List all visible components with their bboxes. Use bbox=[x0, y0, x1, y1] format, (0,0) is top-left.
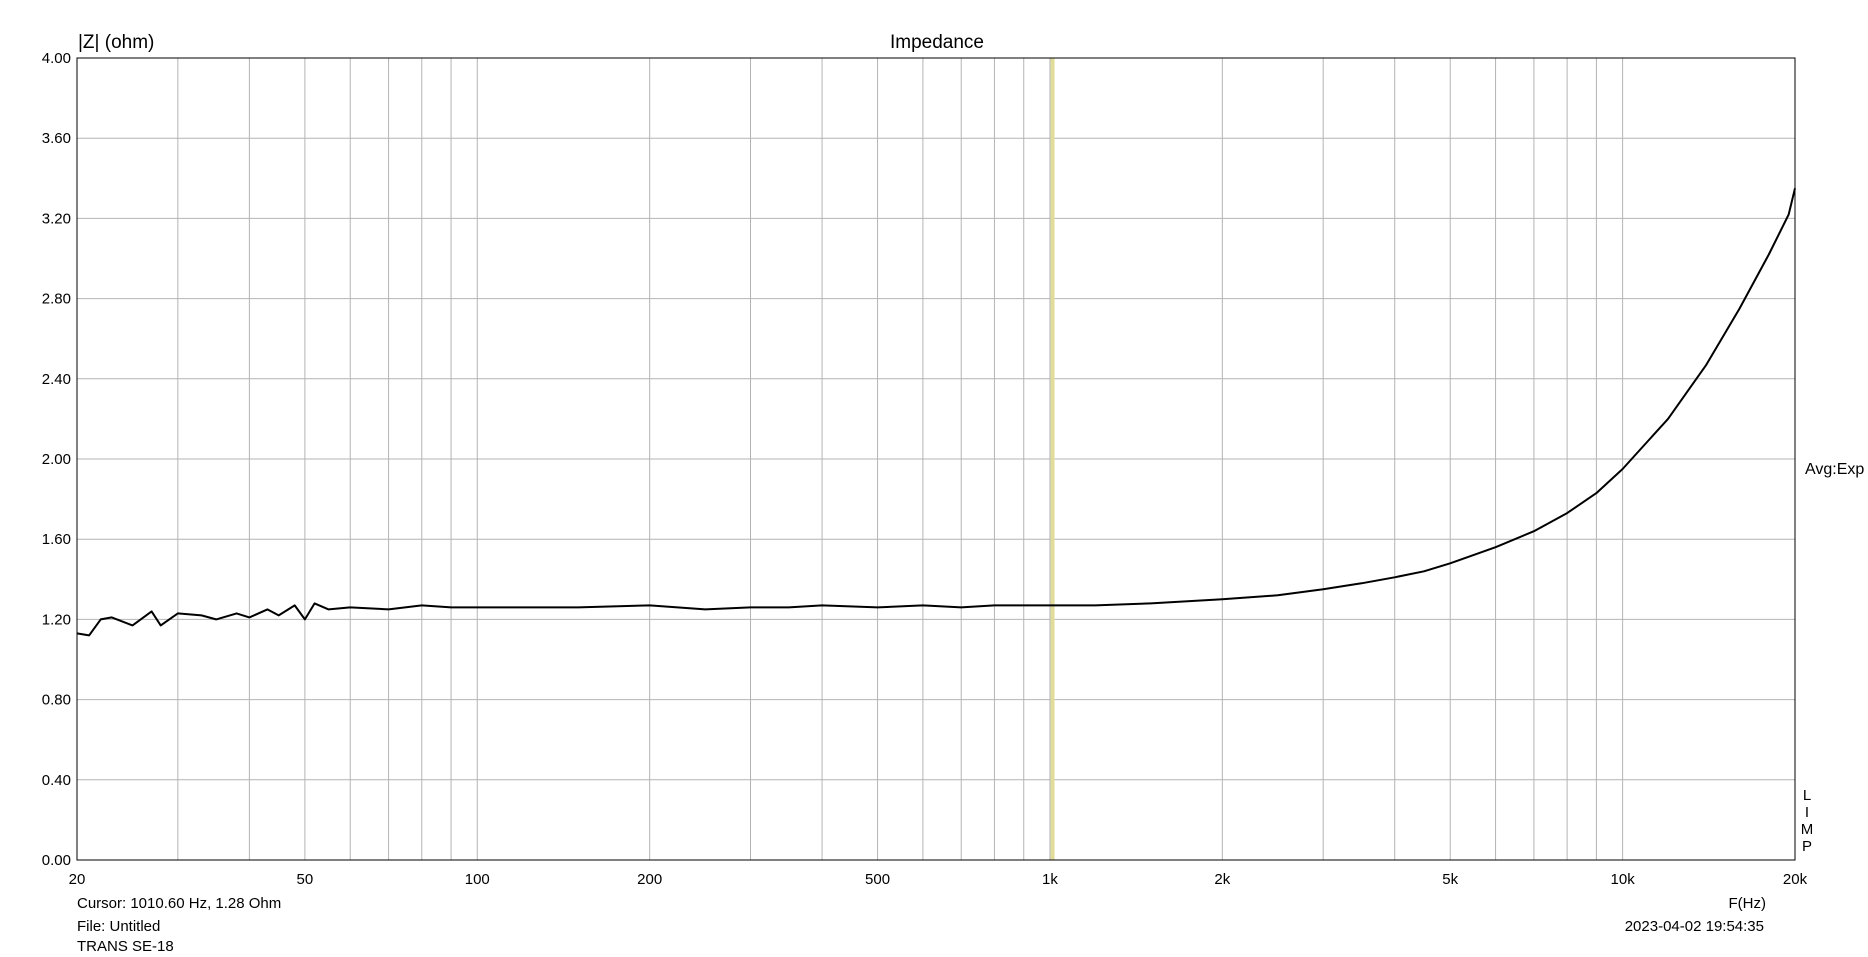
y-tick-label: 4.00 bbox=[42, 50, 71, 67]
plot-frame bbox=[76, 57, 1796, 861]
impedance-series-line bbox=[76, 188, 1796, 637]
y-tick-labels: 0.00 0.40 0.80 1.20 1.60 2.00 2.40 2.80 3.20 3.60… bbox=[42, 50, 71, 869]
averaging-label: Avg:Exp bbox=[1805, 461, 1864, 478]
y-tick-label: 1.20 bbox=[42, 611, 71, 628]
y-tick-label: 0.80 bbox=[42, 692, 71, 709]
timestamp: 2023-04-02 19:54:35 bbox=[1624, 918, 1764, 935]
chart-title: Impedance bbox=[890, 32, 984, 53]
x-tick-labels: 20 50 100 200 500 1k 2k 5k 10k 20k bbox=[69, 871, 1808, 888]
y-tick-label: 2.40 bbox=[42, 371, 71, 388]
side-letter: L bbox=[1803, 787, 1811, 804]
x-tick-label: 20 bbox=[69, 871, 86, 888]
x-axis-label: F(Hz) bbox=[1728, 895, 1767, 912]
y-tick-label: 1.60 bbox=[42, 531, 71, 548]
x-tick-label: 10k bbox=[1611, 871, 1636, 888]
side-letter: M bbox=[1801, 821, 1814, 838]
x-tick-label: 20k bbox=[1783, 871, 1808, 888]
x-tick-label: 200 bbox=[637, 871, 662, 888]
x-tick-label: 50 bbox=[297, 871, 314, 888]
side-letter: I bbox=[1805, 804, 1809, 821]
y-tick-label: 2.00 bbox=[42, 451, 71, 468]
x-tick-label: 100 bbox=[465, 871, 490, 888]
x-tick-label: 2k bbox=[1214, 871, 1230, 888]
y-tick-label: 0.00 bbox=[42, 852, 71, 869]
x-tick-label: 5k bbox=[1442, 871, 1458, 888]
cursor-readout: Cursor: 1010.60 Hz, 1.28 Ohm bbox=[77, 895, 282, 912]
y-tick-label: 0.40 bbox=[42, 772, 71, 789]
x-tick-label: 500 bbox=[865, 871, 890, 888]
y-axis-label: |Z| (ohm) bbox=[78, 32, 154, 53]
side-letter: P bbox=[1802, 838, 1812, 855]
file-name: File: Untitled bbox=[77, 918, 161, 935]
y-tick-label: 3.60 bbox=[42, 130, 71, 147]
grid-lines bbox=[76, 57, 1796, 861]
y-tick-label: 3.20 bbox=[42, 210, 71, 227]
x-tick-label: 1k bbox=[1042, 871, 1058, 888]
y-tick-label: 2.80 bbox=[42, 291, 71, 308]
device-name: TRANS SE-18 bbox=[77, 938, 174, 955]
